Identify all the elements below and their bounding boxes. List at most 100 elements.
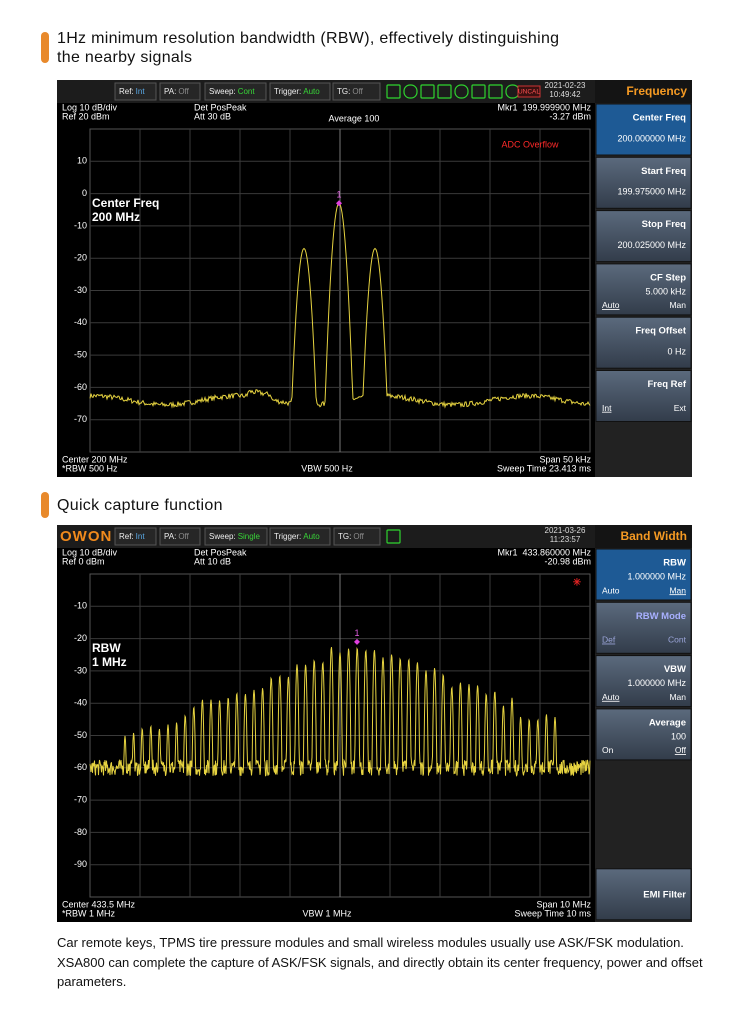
- menu-option: Man: [669, 692, 686, 702]
- toolbar-item: [159, 527, 201, 546]
- toolbar-item: [204, 527, 268, 546]
- time: 11:23:57: [550, 535, 581, 544]
- menu-option: Auto: [602, 300, 620, 310]
- menu-item: [595, 708, 692, 761]
- info-marker: Mkr1 199.999900 MHz: [497, 102, 591, 112]
- toolbar-text: PA: Off: [164, 532, 190, 541]
- bottom-vbw: VBW 500 Hz: [301, 463, 353, 473]
- warning-icon: ✳: [573, 578, 582, 589]
- toolbar-item: [269, 82, 331, 101]
- spectrum-trace: [89, 646, 591, 777]
- y-tick-label: -60: [74, 382, 87, 392]
- toolbar-label: TG:: [338, 532, 351, 541]
- menu-item: [595, 601, 692, 654]
- description: Car remote keys, TPMS tire pressure modu…: [57, 935, 703, 989]
- toolbar-value: Auto: [303, 87, 320, 96]
- y-tick-label: -10: [74, 601, 87, 611]
- menu-item-title: EMI Filter: [643, 889, 686, 900]
- heading-line: 1Hz minimum resolution bandwidth (RBW), …: [57, 30, 560, 47]
- menu-item-value: 200.025000 MHz: [617, 240, 686, 250]
- bottom-vbw: VBW 1 MHz: [302, 908, 352, 918]
- info-marker-level: -20.98 dBm: [544, 556, 591, 566]
- toolbar-value: Auto: [303, 532, 320, 541]
- menu-option: Man: [669, 300, 686, 310]
- status-icon: [488, 84, 503, 99]
- menu-item-value: 1.000000 MHz: [627, 678, 686, 688]
- bottom-center: Center 433.5 MHz: [62, 899, 136, 909]
- info-scale: Log 10 dB/div: [62, 102, 118, 112]
- menu-option: Ext: [674, 403, 687, 413]
- marker-symbol: [336, 200, 342, 207]
- bottom-sweep-time: Sweep Time 23.413 ms: [497, 463, 592, 473]
- toolbar-label: Sweep:: [209, 532, 236, 541]
- menu-item: [595, 655, 692, 708]
- menu-item-value: 100: [671, 731, 686, 741]
- info-detector: Det PosPeak: [194, 547, 247, 557]
- menu-item: [595, 868, 692, 921]
- y-tick-label: 0: [82, 188, 87, 198]
- bottom-span: Span 10 MHz: [536, 899, 591, 909]
- y-tick-label: -40: [74, 317, 87, 327]
- screenshot: Frequency Ref: Int PA: Off Sweep: Cont Trigger:…: [57, 80, 692, 477]
- menu-item-title: Average: [649, 717, 686, 728]
- marker-label: 1: [354, 628, 359, 638]
- menu-item-title: Freq Offset: [635, 326, 687, 337]
- time: 10:49:42: [549, 90, 581, 99]
- bottom-rbw: *RBW 1 MHz: [62, 908, 116, 918]
- menu-item: [595, 316, 692, 369]
- status-flag: UNCAL: [518, 89, 540, 96]
- section-heading: Quick capture function: [57, 496, 223, 515]
- marker-symbol: [354, 638, 360, 645]
- toolbar-item: [159, 82, 201, 101]
- status-icon: [454, 84, 469, 99]
- menu-header: [595, 525, 692, 548]
- toolbar-label: Trigger:: [274, 87, 301, 96]
- date: 2021-02-23: [545, 81, 586, 90]
- menu-option: Off: [675, 745, 687, 755]
- info-detector: Det PosPeak: [194, 102, 247, 112]
- status-icon: [420, 84, 435, 99]
- menu-title: Band Width: [620, 529, 687, 543]
- menu-item: [595, 103, 692, 156]
- menu-item-title: RBW Mode: [636, 611, 686, 622]
- menu-item-title: RBW: [663, 558, 686, 569]
- warning: ADC Overflow: [501, 139, 559, 149]
- toolbar-value: Single: [238, 532, 261, 541]
- menu-option: Auto: [602, 585, 620, 595]
- heading-accent: [41, 492, 49, 518]
- y-tick-label: -40: [74, 698, 87, 708]
- y-tick-label: -70: [74, 794, 87, 804]
- toolbar-text: Trigger: Auto: [274, 532, 320, 541]
- bottom-sweep-time: Sweep Time 10 ms: [514, 908, 591, 918]
- status-icon: [403, 84, 418, 99]
- toolbar-text: Trigger: Auto: [274, 87, 320, 96]
- y-tick-label: -50: [74, 349, 87, 359]
- menu-item-title: Stop Freq: [642, 219, 687, 230]
- toolbar-text: Ref: Int: [119, 532, 145, 541]
- menu-option: Int: [602, 403, 612, 413]
- toolbar-label: PA:: [164, 532, 176, 541]
- menu-item-title: CF Step: [650, 272, 686, 283]
- bottom-center: Center 200 MHz: [62, 454, 128, 464]
- menu-item: [595, 210, 692, 263]
- menu-item: [595, 370, 692, 422]
- toolbar-text: Ref: Int: [119, 87, 145, 96]
- heading-accent: [41, 32, 49, 63]
- screen-background: [57, 80, 692, 477]
- menu-item: [595, 263, 692, 316]
- status-icon: [386, 529, 401, 544]
- toolbar-value: Off: [178, 532, 189, 541]
- y-tick-label: 10: [77, 156, 87, 166]
- toolbar-value: Int: [136, 532, 146, 541]
- toolbar-value: Off: [353, 532, 364, 541]
- y-tick-label: -90: [74, 859, 87, 869]
- status-icon: [386, 84, 401, 99]
- y-tick-label: -10: [74, 220, 87, 230]
- screenshot: Band Width OWON Ref: Int PA: Off Sweep: Single T…: [57, 525, 692, 922]
- toolbar-label: Ref:: [119, 87, 134, 96]
- menu-option: Cont: [668, 635, 687, 645]
- y-tick-label: -20: [74, 253, 87, 263]
- brand-logo: OWON: [60, 528, 112, 545]
